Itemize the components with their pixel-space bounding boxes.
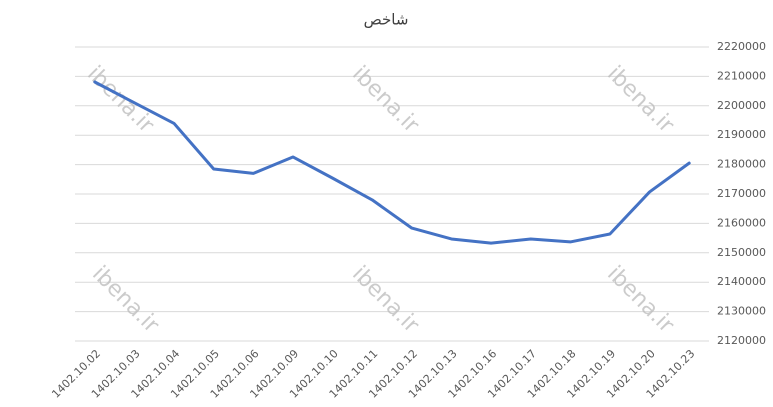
y-tick-label: 2200000 — [717, 99, 766, 112]
y-tick-label: 2150000 — [717, 246, 766, 259]
y-tick-label: 2130000 — [717, 305, 766, 318]
y-tick-label: 2180000 — [717, 158, 766, 171]
chart-title: شاخص — [364, 11, 409, 29]
y-tick-label: 2120000 — [717, 334, 766, 347]
y-tick-label: 2160000 — [717, 216, 766, 229]
y-tick-label: 2220000 — [717, 40, 766, 53]
y-tick-label: 2140000 — [717, 275, 766, 288]
y-tick-label: 2210000 — [717, 69, 766, 82]
y-tick-label: 2170000 — [717, 187, 766, 200]
series-line — [93, 80, 691, 245]
y-tick-label: 2190000 — [717, 128, 766, 141]
